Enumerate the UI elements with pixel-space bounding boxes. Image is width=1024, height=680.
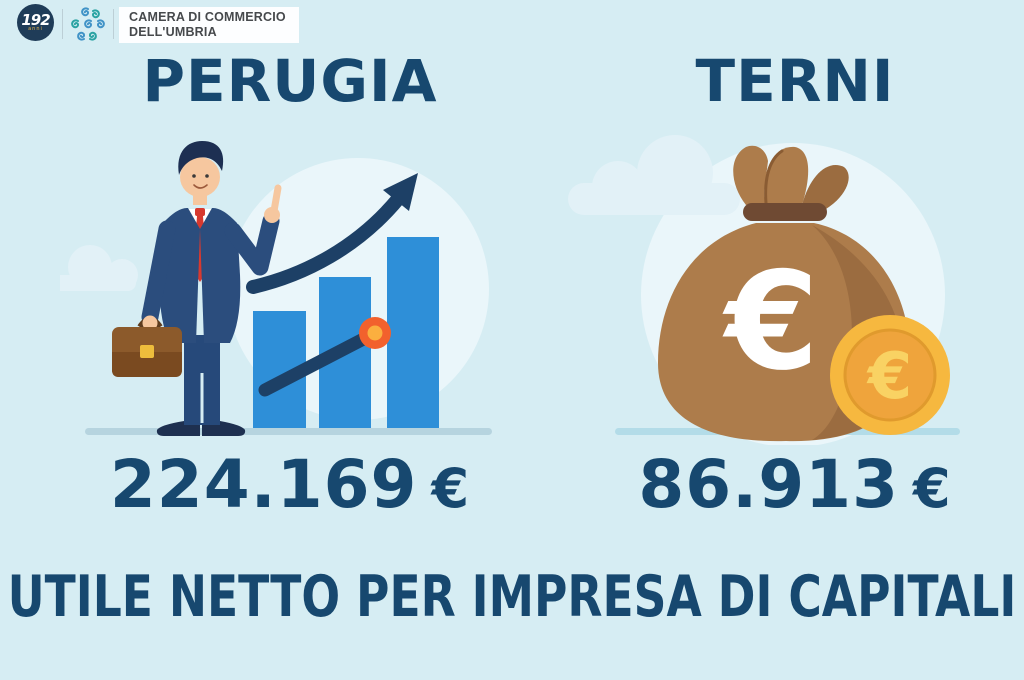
brand-header: 192 anni CAMERA DI COMMERCIO DELL'UMBRIA <box>0 0 320 48</box>
caption-title: UTILE NETTO PER IMPRESA DI CAPITALI <box>7 564 1017 630</box>
euro-sign: € <box>913 457 952 520</box>
terni-amount: 86.913 <box>638 446 900 523</box>
divider <box>113 9 114 39</box>
marker-inner <box>367 325 383 341</box>
euro-coin-icon: € <box>830 315 950 435</box>
perugia-title: PERUGIA <box>142 47 438 115</box>
bar-3 <box>387 237 439 432</box>
euro-symbol-on-coin: € <box>866 340 913 414</box>
org-name-line2: DELL'UMBRIA <box>129 25 217 39</box>
divider <box>62 9 63 39</box>
org-name: CAMERA DI COMMERCIO DELL'UMBRIA <box>119 7 299 43</box>
bar-chart-icon <box>253 237 439 432</box>
trend-line-marker <box>258 317 391 397</box>
cloud-icon <box>568 135 740 215</box>
anniversary-badge: 192 anni <box>17 4 54 41</box>
terni-title: TERNI <box>695 47 895 115</box>
cloud-icon <box>60 245 138 291</box>
perugia-amount: 224.169 <box>109 446 418 523</box>
briefcase-icon <box>112 315 182 377</box>
money-bag-illustration: € € <box>568 135 960 445</box>
euro-sign: € <box>431 457 471 520</box>
euro-symbol-on-bag: € <box>722 243 819 400</box>
businessman-growth-illustration <box>60 141 492 436</box>
org-name-line1: CAMERA DI COMMERCIO <box>129 10 286 24</box>
chamber-logo-icon <box>71 7 105 41</box>
growth-arrow-icon <box>246 173 418 294</box>
terni-value: 86.913 € <box>565 446 1024 528</box>
businessman-icon <box>112 141 282 436</box>
badge-subtext: anni <box>28 26 43 32</box>
perugia-value: 224.169 € <box>60 446 520 528</box>
badge-number: 192 <box>21 11 50 29</box>
ground-line <box>85 428 492 435</box>
